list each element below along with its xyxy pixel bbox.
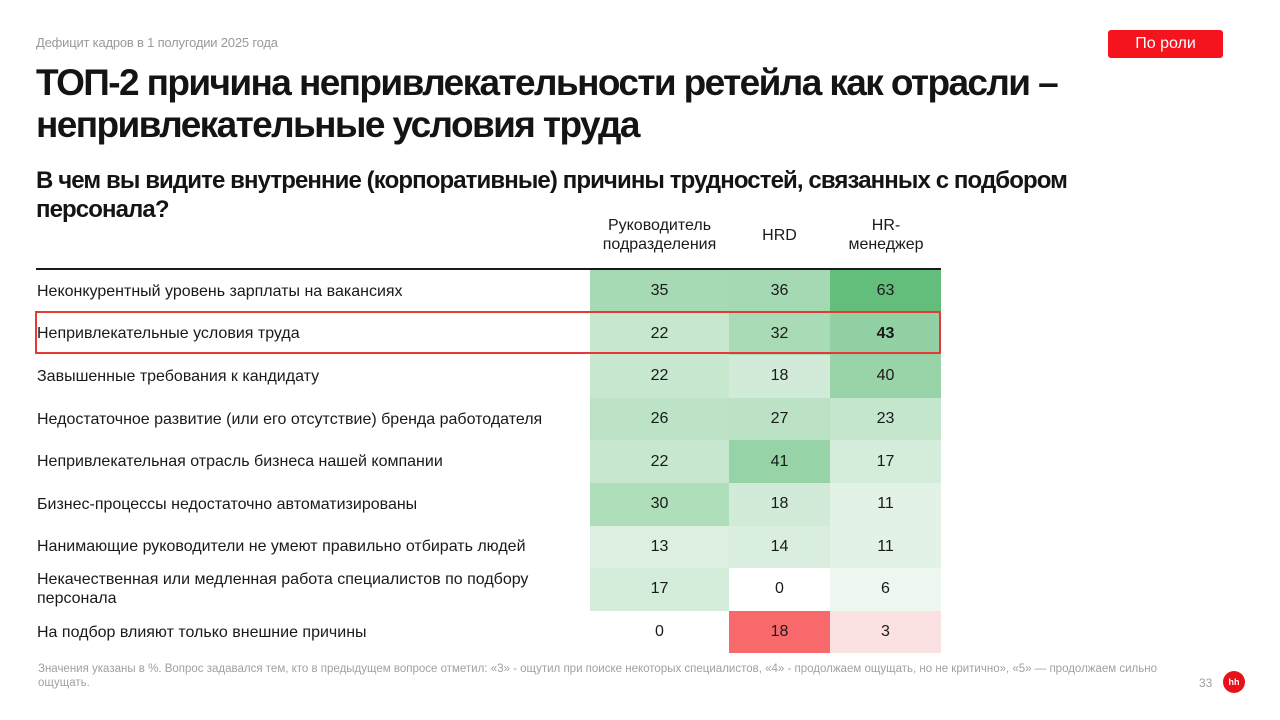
heatmap-cell: 63 [830, 270, 941, 313]
heatmap-cell: 22 [590, 355, 729, 398]
row-label: Неконкурентный уровень зарплаты на вакан… [37, 282, 403, 300]
question-heading: В чем вы видите внутренние (корпоративны… [36, 167, 1068, 223]
column-header-dept-head: Руководитель подразделения [602, 217, 717, 253]
heatmap-cell: 18 [729, 610, 830, 654]
row-label: Непривлекательная отрасль бизнеса нашей … [37, 453, 443, 471]
heatmap-cell: 18 [729, 355, 830, 398]
heatmap-cell: 11 [830, 482, 941, 526]
heatmap-cell: 0 [729, 568, 830, 611]
row-label: Бизнес-процессы недостаточно автоматизир… [37, 495, 418, 513]
table-row: Непривлекательные условия труда 22 32 43 [36, 312, 941, 356]
heatmap-cell: 6 [830, 568, 941, 611]
heatmap-cell: 32 [729, 312, 830, 356]
hh-logo: hh [1223, 671, 1245, 693]
heatmap-cell: 17 [590, 568, 729, 611]
heatmap-cell: 17 [830, 440, 941, 483]
row-label: Некачественная или медленная работа спец… [37, 571, 529, 608]
heatmap-cell: 35 [590, 270, 729, 313]
table-row: На подбор влияют только внешние причины 0… [36, 610, 941, 654]
page-title: ТОП-2 причина непривлекательности ретейл… [36, 62, 1059, 145]
column-header-hr-manager: HR-менеджер [848, 217, 924, 253]
heatmap-cell: 40 [830, 355, 941, 398]
row-label: На подбор влияют только внешние причины [37, 623, 367, 641]
row-label: Завышенные требования к кандидату [37, 367, 320, 385]
heatmap-table: Неконкурентный уровень зарплаты на вакан… [36, 268, 941, 654]
heatmap-cell: 41 [729, 440, 830, 483]
heatmap-cell: 43 [830, 312, 941, 356]
table-row: Непривлекательная отрасль бизнеса нашей … [36, 440, 941, 483]
row-label: Нанимающие руководители не умеют правиль… [37, 538, 526, 556]
heatmap-cell: 23 [830, 397, 941, 441]
heatmap-cell: 22 [590, 312, 729, 356]
heatmap-cell: 27 [729, 397, 830, 441]
table-row: Нанимающие руководители не умеют правиль… [36, 525, 941, 569]
page-number: 33 [1199, 676, 1213, 690]
heatmap-cell: 0 [590, 610, 729, 654]
column-header-hrd: HRD [762, 227, 797, 244]
heatmap-cell: 26 [590, 397, 729, 441]
heatmap-cell: 36 [729, 270, 830, 313]
section-kicker: Дефицит кадров в 1 полугодии 2025 года [36, 35, 278, 50]
row-label: Непривлекательные условия труда [37, 325, 300, 343]
heatmap-cell: 30 [590, 482, 729, 526]
heatmap-cell: 14 [729, 525, 830, 569]
row-label: Недостаточное развитие (или его отсутств… [37, 410, 543, 428]
footnote: Значения указаны в %. Вопрос задавался т… [38, 663, 1157, 689]
heatmap-cell: 18 [729, 482, 830, 526]
table-row: Недостаточное развитие (или его отсутств… [36, 397, 941, 441]
heatmap-cell: 3 [830, 610, 941, 654]
table-row: Завышенные требования к кандидату 22 18 40 [36, 355, 941, 398]
by-role-button[interactable]: По роли [1108, 30, 1223, 58]
table-row: Неконкурентный уровень зарплаты на вакан… [36, 270, 941, 313]
table-row: Бизнес-процессы недостаточно автоматизир… [36, 482, 941, 526]
heatmap-cell: 13 [590, 525, 729, 569]
heatmap-cell: 11 [830, 525, 941, 569]
heatmap-cell: 22 [590, 440, 729, 483]
table-row: Некачественная или медленная работа спец… [36, 568, 941, 611]
